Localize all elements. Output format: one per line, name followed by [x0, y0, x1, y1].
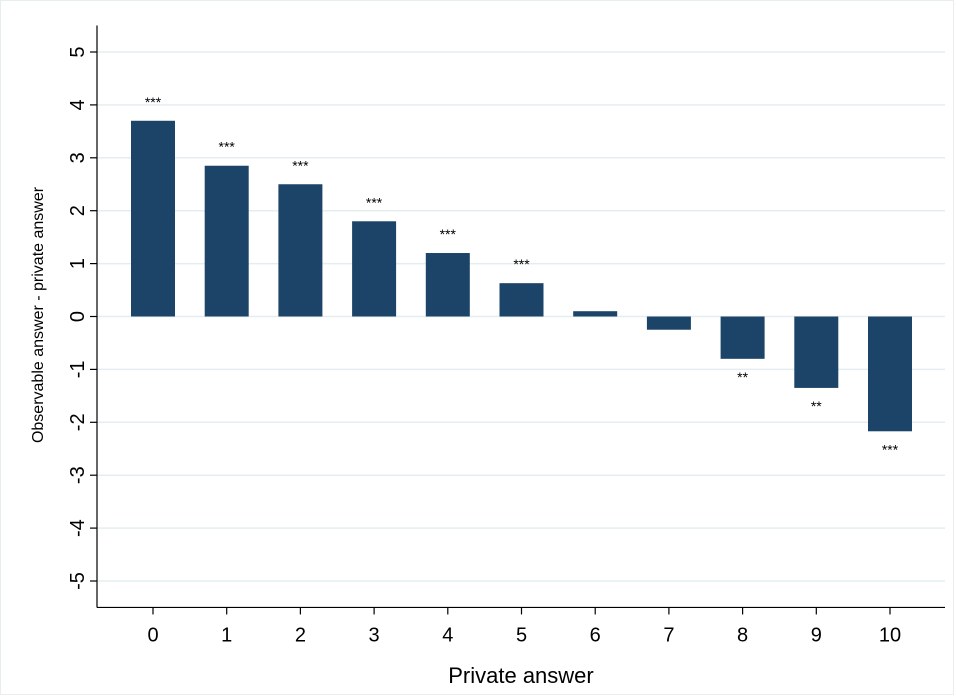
y-tick-label: 3: [67, 152, 89, 163]
x-axis-ticks: 0 1 2 3 4 5 6 7 8 9 10: [147, 607, 901, 646]
y-tick-label: -1: [67, 361, 89, 379]
significance-label-5: ***: [513, 256, 530, 272]
bar-7: [646, 316, 691, 330]
bar-10: [868, 316, 912, 432]
bar-9: [794, 316, 839, 388]
bar-6: [573, 311, 618, 317]
x-tick-label-9: 9: [811, 624, 822, 646]
bar-5: [499, 283, 544, 317]
bar-2: [278, 184, 323, 317]
significance-labels: *************************: [145, 94, 899, 458]
significance-label-3: ***: [366, 194, 383, 210]
bars: [131, 120, 912, 432]
significance-label-8: **: [737, 369, 748, 385]
y-tick-label: 2: [67, 205, 89, 216]
y-tick-label: -5: [67, 572, 89, 590]
bar-1: [204, 165, 249, 317]
y-tick-label: 5: [67, 46, 89, 57]
bar-4: [425, 253, 470, 317]
x-tick-label-10: 10: [879, 624, 901, 646]
x-tick-label-6: 6: [590, 624, 601, 646]
bar-0: [131, 120, 175, 317]
x-tick-label-1: 1: [221, 624, 232, 646]
significance-label-2: ***: [292, 157, 309, 173]
y-tick-label: 0: [67, 311, 89, 322]
x-axis-title: Private answer: [448, 663, 594, 688]
x-tick-label-2: 2: [295, 624, 306, 646]
y-axis-title: Observable answer - private answer: [30, 186, 47, 443]
y-axis-ticks: 5 4 3 2 1 0 -1 -2 -3 -4 -5: [67, 46, 97, 590]
significance-label-9: **: [811, 398, 822, 414]
bar-8: [720, 316, 765, 359]
y-tick-label: -3: [67, 466, 89, 484]
bar-3: [352, 221, 397, 317]
x-tick-label-5: 5: [516, 624, 527, 646]
significance-label-0: ***: [145, 94, 162, 110]
y-tick-label: 1: [67, 258, 89, 269]
significance-label-1: ***: [219, 139, 236, 155]
x-tick-label-0: 0: [147, 624, 158, 646]
x-tick-label-3: 3: [369, 624, 380, 646]
y-tick-label: 4: [67, 99, 89, 110]
significance-label-10: ***: [882, 441, 899, 457]
y-tick-label: -4: [67, 519, 89, 537]
y-tick-label: -2: [67, 413, 89, 431]
significance-label-4: ***: [440, 226, 457, 242]
x-tick-label-4: 4: [442, 624, 453, 646]
x-tick-label-8: 8: [737, 624, 748, 646]
x-tick-label-7: 7: [663, 624, 674, 646]
